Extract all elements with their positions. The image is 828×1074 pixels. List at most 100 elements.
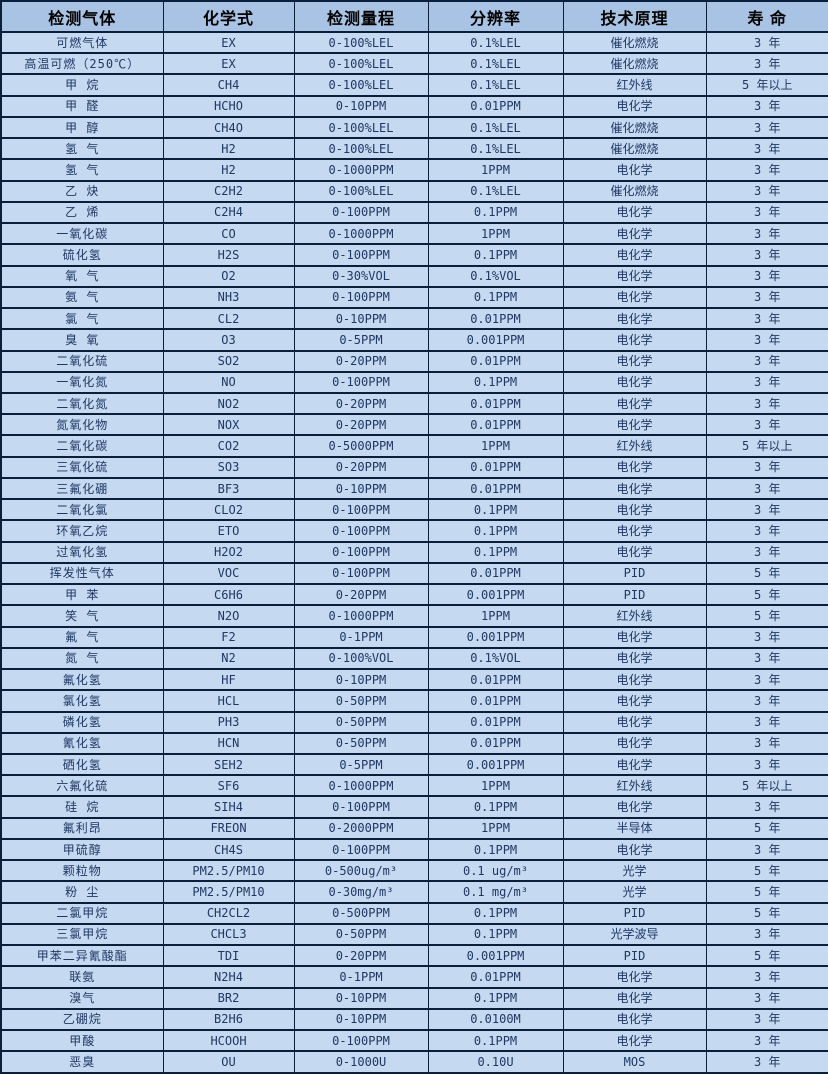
cell-resolution: 0.1PPM xyxy=(427,285,564,310)
table-row: 甲硫醇 CH4S 0-100PPM 0.1PPM 电化学 3 年 xyxy=(0,837,828,862)
cell-range: 0-10PPM xyxy=(293,476,429,501)
cell-formula: HCHO xyxy=(162,94,295,118)
cell-gas: 笑 气 xyxy=(0,604,164,628)
table-row: 乙硼烷 B2H6 0-10PPM 0.0100M 电化学 3 年 xyxy=(0,1007,828,1032)
cell-formula: BR2 xyxy=(162,986,295,1010)
cell-gas: 乙硼烷 xyxy=(0,1007,164,1032)
cell-formula: BF3 xyxy=(162,476,295,501)
cell-formula: CH4O xyxy=(162,115,295,140)
cell-resolution: 0.10U xyxy=(427,1050,564,1074)
cell-gas: 一氧化碳 xyxy=(0,222,164,246)
table-row: 磷化氢 PH3 0-50PPM 0.01PPM 电化学 3 年 xyxy=(0,710,828,734)
cell-formula: CO2 xyxy=(162,434,295,458)
cell-formula: NO xyxy=(162,370,295,394)
table-row: 硅 烷 SIH4 0-100PPM 0.1PPM 电化学 3 年 xyxy=(0,795,828,819)
cell-formula: PM2.5/PM10 xyxy=(162,859,295,883)
cell-principle: 催化燃烧 xyxy=(562,137,707,161)
cell-lifespan: 3 年 xyxy=(705,222,828,246)
cell-lifespan: 3 年 xyxy=(705,837,828,862)
cell-gas: 二氯甲烷 xyxy=(0,901,164,925)
cell-range: 0-100PPM xyxy=(293,285,429,310)
cell-principle: 电化学 xyxy=(562,285,707,310)
cell-lifespan: 5 年 xyxy=(705,880,828,904)
cell-gas: 氨 气 xyxy=(0,285,164,310)
table-row: 氟利昂 FREON 0-2000PPM 1PPM 半导体 5 年 xyxy=(0,816,828,840)
table-row: 二氧化硫 SO2 0-20PPM 0.01PPM 电化学 3 年 xyxy=(0,349,828,373)
cell-lifespan: 5 年 xyxy=(705,901,828,925)
cell-formula: C6H6 xyxy=(162,583,295,607)
cell-range: 0-1000U xyxy=(293,1050,429,1074)
cell-gas: 氟 气 xyxy=(0,625,164,649)
cell-range: 0-100%VOL xyxy=(293,646,429,671)
table-header: 检测气体 化学式 检测量程 分辨率 技术原理 寿 命 xyxy=(0,0,828,33)
cell-resolution: 0.1PPM xyxy=(427,519,564,543)
cell-lifespan: 5 年以上 xyxy=(705,774,828,798)
cell-range: 0-50PPM xyxy=(293,689,429,713)
cell-range: 0-100PPM xyxy=(293,498,429,522)
cell-resolution: 0.1%LEL xyxy=(427,30,564,55)
cell-lifespan: 5 年 xyxy=(705,816,828,840)
cell-gas: 硅 烷 xyxy=(0,795,164,819)
cell-gas: 氟化氢 xyxy=(0,668,164,692)
cell-formula: PM2.5/PM10 xyxy=(162,880,295,904)
cell-formula: CH2CL2 xyxy=(162,901,295,925)
cell-principle: 红外线 xyxy=(562,604,707,628)
cell-gas: 磷化氢 xyxy=(0,710,164,734)
header-row: 检测气体 化学式 检测量程 分辨率 技术原理 寿 命 xyxy=(0,0,828,33)
table-row: 甲苯二异氰酸酯 TDI 0-20PPM 0.001PPM PID 5 年 xyxy=(0,944,828,968)
cell-range: 0-10PPM xyxy=(293,668,429,692)
table-row: 氯 气 CL2 0-10PPM 0.01PPM 电化学 3 年 xyxy=(0,307,828,331)
cell-gas: 联氨 xyxy=(0,965,164,989)
cell-range: 0-50PPM xyxy=(293,731,429,755)
cell-resolution: 0.1%LEL xyxy=(427,137,564,161)
cell-principle: 电化学 xyxy=(562,646,707,671)
cell-range: 0-5000PPM xyxy=(293,434,429,458)
cell-range: 0-500PPM xyxy=(293,901,429,925)
table-row: 氨 气 NH3 0-100PPM 0.1PPM 电化学 3 年 xyxy=(0,285,828,310)
cell-lifespan: 5 年 xyxy=(705,561,828,586)
cell-range: 0-10PPM xyxy=(293,1007,429,1032)
cell-range: 0-100%LEL xyxy=(293,52,429,76)
cell-principle: 电化学 xyxy=(562,625,707,649)
cell-range: 0-50PPM xyxy=(293,922,429,947)
column-header-range: 检测量程 xyxy=(293,0,429,33)
cell-gas: 三氟化硼 xyxy=(0,476,164,501)
cell-range: 0-100PPM xyxy=(293,1029,429,1053)
cell-principle: 催化燃烧 xyxy=(562,115,707,140)
cell-formula: SF6 xyxy=(162,774,295,798)
column-header-gas: 检测气体 xyxy=(0,0,164,33)
cell-resolution: 1PPM xyxy=(427,222,564,246)
cell-gas: 臭 氧 xyxy=(0,328,164,352)
cell-principle: 电化学 xyxy=(562,94,707,118)
table-row: 甲 烷 CH4 0-100%LEL 0.1%LEL 红外线 5 年以上 xyxy=(0,73,828,97)
cell-lifespan: 3 年 xyxy=(705,986,828,1010)
cell-range: 0-100%LEL xyxy=(293,73,429,97)
cell-formula: CO xyxy=(162,222,295,246)
cell-principle: 红外线 xyxy=(562,73,707,97)
cell-range: 0-100PPM xyxy=(293,795,429,819)
cell-formula: HCOOH xyxy=(162,1029,295,1053)
cell-gas: 环氧乙烷 xyxy=(0,519,164,543)
cell-lifespan: 3 年 xyxy=(705,668,828,692)
cell-lifespan: 5 年 xyxy=(705,859,828,883)
cell-resolution: 0.1 ug/m³ xyxy=(427,859,564,883)
cell-resolution: 0.1%LEL xyxy=(427,52,564,76)
column-header-formula: 化学式 xyxy=(162,0,295,33)
cell-resolution: 1PPM xyxy=(427,816,564,840)
cell-principle: 电化学 xyxy=(562,519,707,543)
cell-resolution: 0.001PPM xyxy=(427,752,564,777)
table-row: 二氧化氯 CLO2 0-100PPM 0.1PPM 电化学 3 年 xyxy=(0,498,828,522)
cell-lifespan: 3 年 xyxy=(705,264,828,288)
cell-resolution: 0.1PPM xyxy=(427,200,564,225)
cell-gas: 三氧化硫 xyxy=(0,455,164,479)
cell-principle: 光学 xyxy=(562,880,707,904)
cell-formula: OU xyxy=(162,1050,295,1074)
table-row: 恶臭 OU 0-1000U 0.10U MOS 3 年 xyxy=(0,1050,828,1074)
cell-principle: 电化学 xyxy=(562,668,707,692)
cell-formula: HCL xyxy=(162,689,295,713)
cell-principle: 电化学 xyxy=(562,455,707,479)
cell-formula: NO2 xyxy=(162,391,295,416)
table-row: 溴气 BR2 0-10PPM 0.1PPM 电化学 3 年 xyxy=(0,986,828,1010)
table-row: 甲 醇 CH4O 0-100%LEL 0.1%LEL 催化燃烧 3 年 xyxy=(0,115,828,140)
